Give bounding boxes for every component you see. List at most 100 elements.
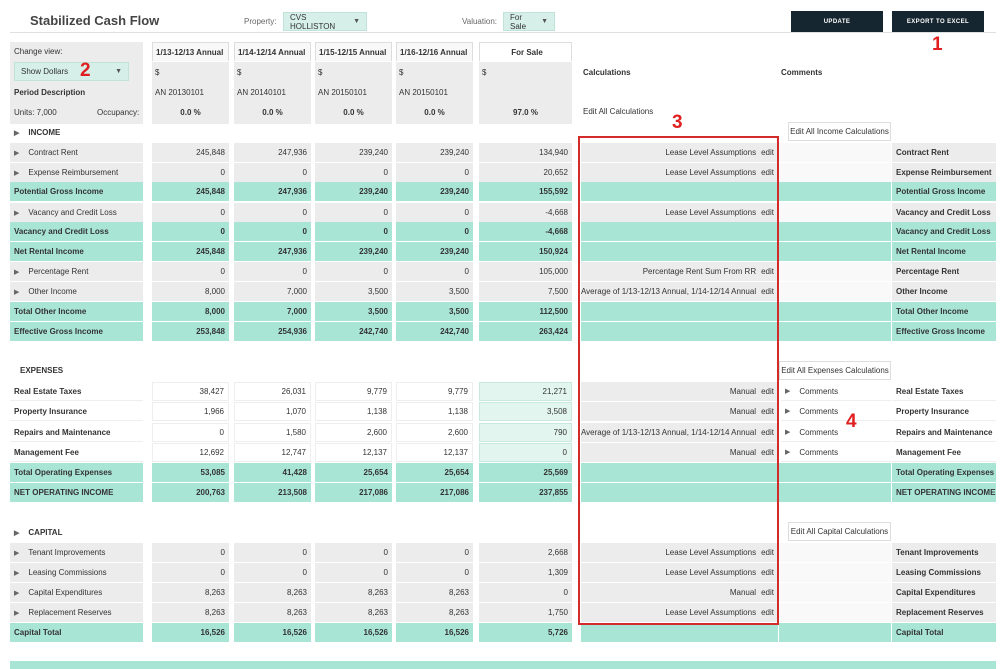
row-value: 253,848 xyxy=(152,322,229,341)
expand-arrow-icon[interactable]: ▶ xyxy=(785,429,791,436)
column-unit: $ xyxy=(318,68,323,77)
property-select[interactable]: CVS HOLLISTON ▼ xyxy=(283,12,367,31)
row-calculation: Lease Level Assumptions edit xyxy=(581,203,778,222)
valuation-value: For Sale xyxy=(510,12,527,31)
row-value: 213,508 xyxy=(234,483,311,502)
row-comment[interactable]: ▶ Comments xyxy=(781,443,891,462)
income-section-header: ▶ INCOME xyxy=(14,128,61,137)
expand-arrow-icon[interactable]: ▶ xyxy=(14,268,20,276)
row-right-label: Potential Gross Income xyxy=(892,182,996,201)
valuation-select[interactable]: For Sale ▼ xyxy=(503,12,555,31)
row-comment xyxy=(779,222,891,241)
row-comment[interactable]: ▶ Comments xyxy=(781,423,891,442)
expand-arrow-icon[interactable]: ▶ xyxy=(14,169,20,177)
row-label: Effective Gross Income xyxy=(10,322,143,341)
row-value: 9,779 xyxy=(396,382,473,401)
edit-all-income-button[interactable]: Edit All Income Calculations xyxy=(788,122,891,141)
row-comment[interactable]: ▶ Comments xyxy=(781,382,891,401)
expand-arrow-icon[interactable]: ▶ xyxy=(785,408,791,415)
expand-arrow-icon[interactable]: ▶ xyxy=(14,149,20,157)
row-value[interactable]: 790 xyxy=(479,423,572,442)
edit-all-calculations-link[interactable]: Edit All Calculations xyxy=(583,107,654,116)
row-value[interactable]: 0 xyxy=(479,443,572,462)
edit-all-capital-button[interactable]: Edit All Capital Calculations xyxy=(788,522,891,541)
row-value: 0 xyxy=(479,583,572,602)
chevron-down-icon: ▼ xyxy=(353,18,360,25)
view-value: Show Dollars xyxy=(21,67,69,76)
edit-link[interactable]: edit xyxy=(761,428,774,437)
row-comment xyxy=(779,322,891,341)
edit-link[interactable]: edit xyxy=(761,287,774,296)
row-comment xyxy=(779,603,891,622)
expand-arrow-icon[interactable]: ▶ xyxy=(14,589,20,597)
row-comment xyxy=(779,623,891,642)
row-right-label: Tenant Improvements xyxy=(892,543,996,562)
row-right-label: Leasing Commissions xyxy=(892,563,996,582)
row-value: -4,668 xyxy=(479,203,572,222)
row-value: 245,848 xyxy=(152,143,229,162)
row-comment[interactable]: ▶ Comments xyxy=(781,402,891,421)
expand-arrow-icon[interactable]: ▶ xyxy=(14,130,20,137)
property-label: Property: xyxy=(244,17,277,26)
calculations-highlight-box xyxy=(578,136,779,625)
row-comment xyxy=(779,302,891,321)
column-header: For Sale xyxy=(479,42,572,61)
row-comment xyxy=(779,143,891,162)
edit-link[interactable]: edit xyxy=(761,548,774,557)
row-calculation: Manual edit xyxy=(581,382,778,401)
edit-link[interactable]: edit xyxy=(761,407,774,416)
annotation-3: 3 xyxy=(672,112,683,133)
row-calculation: Lease Level Assumptions edit xyxy=(581,163,778,182)
row-right-label: Contract Rent xyxy=(892,143,996,162)
row-value: 16,526 xyxy=(315,623,392,642)
row-comment xyxy=(779,203,891,222)
expand-arrow-icon[interactable]: ▶ xyxy=(14,609,20,617)
edit-link[interactable]: edit xyxy=(761,208,774,217)
row-label: Repairs and Maintenance xyxy=(10,423,143,442)
export-to-excel-button[interactable]: EXPORT TO EXCEL xyxy=(892,11,984,32)
expand-arrow-icon[interactable]: ▶ xyxy=(785,449,791,456)
calculations-header: Calculations xyxy=(583,68,631,77)
column-period: AN 20140101 xyxy=(237,88,286,97)
row-value: 0 xyxy=(234,262,311,281)
edit-link[interactable]: edit xyxy=(761,387,774,396)
row-right-label: Capital Total xyxy=(892,623,996,642)
row-value: 25,569 xyxy=(479,463,572,482)
column-meta xyxy=(479,62,572,124)
expand-arrow-icon[interactable]: ▶ xyxy=(14,549,20,557)
expand-arrow-icon[interactable]: ▶ xyxy=(14,288,20,296)
expand-arrow-icon[interactable]: ▶ xyxy=(785,388,791,395)
row-label: Potential Gross Income xyxy=(10,182,143,201)
edit-link[interactable]: edit xyxy=(761,448,774,457)
edit-all-expenses-button[interactable]: Edit All Expenses Calculations xyxy=(779,361,891,380)
update-button[interactable]: UPDATE xyxy=(791,11,883,32)
row-right-label: Replacement Reserves xyxy=(892,603,996,622)
row-value[interactable]: 21,271 xyxy=(479,382,572,401)
view-select[interactable]: Show Dollars ▼ xyxy=(14,62,129,81)
row-calculation xyxy=(581,182,778,201)
header-divider xyxy=(10,32,996,33)
row-value: 3,500 xyxy=(315,282,392,301)
row-value: 105,000 xyxy=(479,262,572,281)
row-label: Capital Total xyxy=(10,623,143,642)
expand-arrow-icon[interactable]: ▶ xyxy=(14,530,20,537)
edit-link[interactable]: edit xyxy=(761,148,774,157)
row-value: 0 xyxy=(234,163,311,182)
edit-link[interactable]: edit xyxy=(761,267,774,276)
row-label: Property Insurance xyxy=(10,402,143,421)
row-calculation: Manual edit xyxy=(581,443,778,462)
row-value: 1,966 xyxy=(152,402,229,421)
row-value: 1,750 xyxy=(479,603,572,622)
row-calculation: Average of 1/13-12/13 Annual, 1/14-12/14… xyxy=(581,423,778,442)
edit-link[interactable]: edit xyxy=(761,568,774,577)
row-comment xyxy=(779,262,891,281)
chevron-down-icon: ▼ xyxy=(115,68,122,75)
edit-link[interactable]: edit xyxy=(761,588,774,597)
row-value[interactable]: 3,508 xyxy=(479,402,572,421)
expand-arrow-icon[interactable]: ▶ xyxy=(14,209,20,217)
row-calculation: Lease Level Assumptions edit xyxy=(581,543,778,562)
edit-link[interactable]: edit xyxy=(761,168,774,177)
row-label: ▶ Tenant Improvements xyxy=(10,543,143,562)
edit-link[interactable]: edit xyxy=(761,608,774,617)
expand-arrow-icon[interactable]: ▶ xyxy=(14,569,20,577)
